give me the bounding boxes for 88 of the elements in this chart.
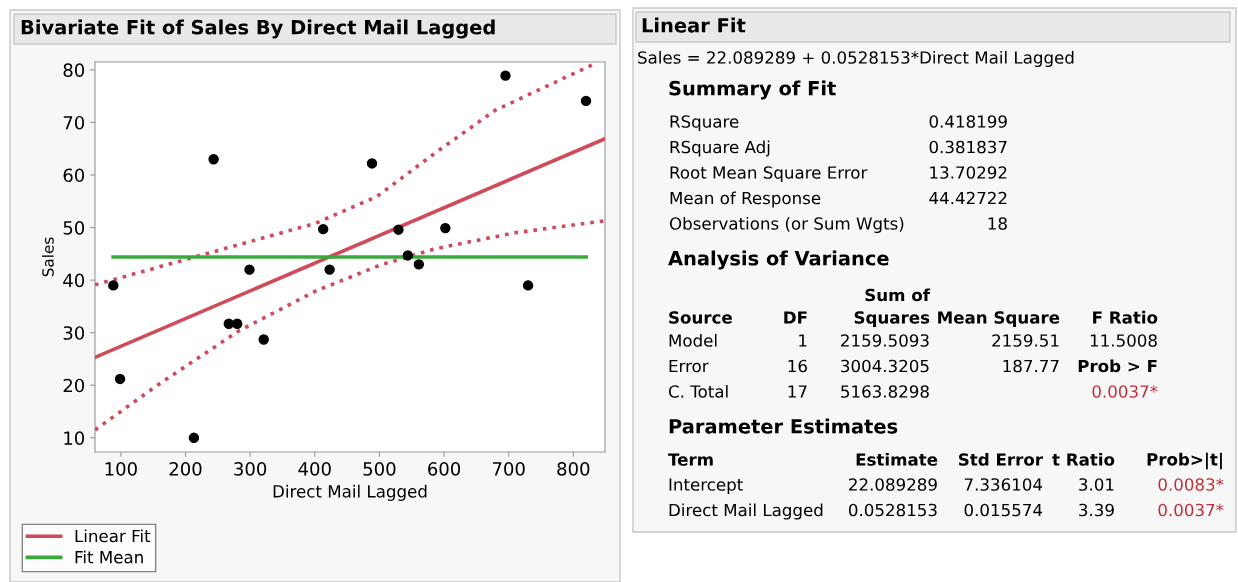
x-tick-label: 500 (363, 462, 396, 476)
point (258, 334, 269, 345)
text: Source (669, 311, 732, 324)
text: 11.5008 (1090, 334, 1157, 347)
point (413, 259, 425, 270)
x-tick-label: 700 (492, 462, 525, 476)
text: RSquare Adj (670, 140, 770, 157)
text: 0.015574 (964, 503, 1043, 517)
point (324, 264, 335, 275)
text: Prob>|t| (1147, 452, 1222, 470)
text: Sales = 22.089289 + 0.0528153*Direct Mail Lagged (638, 50, 1074, 68)
point (208, 154, 219, 165)
text: 0.418199 (929, 115, 1007, 128)
text: Direct Mail Lagged (669, 503, 823, 520)
text: 13.70292 (930, 166, 1007, 179)
text: 18 (988, 217, 1007, 230)
point (402, 250, 414, 261)
text: 0.0037* (1092, 385, 1158, 398)
text: 187.77 (1003, 359, 1059, 373)
text: Summary of Fit (669, 80, 836, 100)
y-tick-label: 30 (63, 326, 85, 340)
point (114, 373, 126, 385)
x-tick-label: 600 (428, 462, 461, 476)
text: Sum of Squares (854, 288, 931, 327)
text: 2159.51 (992, 334, 1059, 347)
point (108, 280, 119, 291)
text: Root Mean Square Error (670, 166, 868, 183)
x-tick-label: 300 (234, 462, 267, 476)
text: 0.381837 (929, 140, 1007, 154)
text: Mean Square (938, 311, 1060, 327)
y-tick-label: 60 (63, 168, 85, 183)
y-tick-label: 20 (63, 378, 85, 393)
y-tick-label: 80 (63, 63, 85, 77)
text: Mean of Response (670, 191, 821, 208)
text: 7.336104 (964, 478, 1043, 491)
text: 44.42722 (929, 191, 1007, 205)
legend-label: Linear Fit (75, 529, 151, 543)
point (522, 280, 534, 291)
text: 16 (788, 359, 807, 373)
point (500, 70, 511, 81)
text: Parameter Estimates (669, 418, 898, 434)
text: 3004.3205 (841, 359, 929, 373)
y-tick-label: 40 (63, 273, 85, 288)
point (440, 222, 451, 234)
x-tick-label: 100 (105, 462, 137, 476)
text: 3.01 (1079, 478, 1114, 491)
y-tick-label: 10 (64, 431, 85, 445)
text: t Ratio (1052, 452, 1115, 466)
point (366, 158, 378, 169)
y-axis-title: Sales (41, 237, 54, 277)
text: Term (668, 453, 713, 466)
text: Std Error (959, 452, 1043, 466)
point (580, 95, 592, 107)
line-series (95, 218, 605, 432)
x-axis-title: Direct Mail Lagged (273, 484, 427, 501)
text: 2159.5093 (841, 334, 929, 347)
y-tick-label: 70 (63, 115, 85, 130)
text: Estimate (856, 452, 938, 466)
x-tick-label: 200 (169, 462, 202, 476)
text: 22.089289 (849, 478, 937, 491)
point (393, 224, 404, 235)
legend-label: Fit Mean (75, 550, 143, 564)
text: 0.0037* (1158, 503, 1224, 517)
text: Intercept (669, 478, 743, 495)
text: Observations (or Sum Wgts) (669, 216, 904, 234)
y-tick-label: 50 (63, 221, 85, 235)
text: DF (784, 311, 807, 324)
text: 17 (788, 385, 807, 398)
x-tick-label: 400 (298, 462, 331, 476)
text: 0.0528153 (848, 503, 937, 517)
line-series (95, 62, 595, 287)
text: 3.39 (1079, 503, 1114, 517)
text: 0.0083* (1158, 478, 1224, 491)
text: Prob > F (1078, 359, 1157, 373)
chart-title: Bivariate Fit of Sales By Direct Mail Lagged (21, 19, 495, 39)
point (188, 432, 200, 444)
point (317, 223, 329, 235)
text: Linear Fit (642, 17, 746, 33)
x-tick-label: 800 (557, 462, 590, 476)
text: RSquare (670, 115, 739, 132)
text: 5163.8298 (841, 385, 929, 398)
point (244, 264, 255, 275)
text: C. Total (668, 384, 728, 398)
text: Error (669, 359, 709, 373)
text: Model (669, 333, 717, 347)
text: 1 (799, 334, 807, 347)
text: F Ratio (1093, 310, 1158, 324)
text: Analysis of Variance (668, 250, 889, 270)
